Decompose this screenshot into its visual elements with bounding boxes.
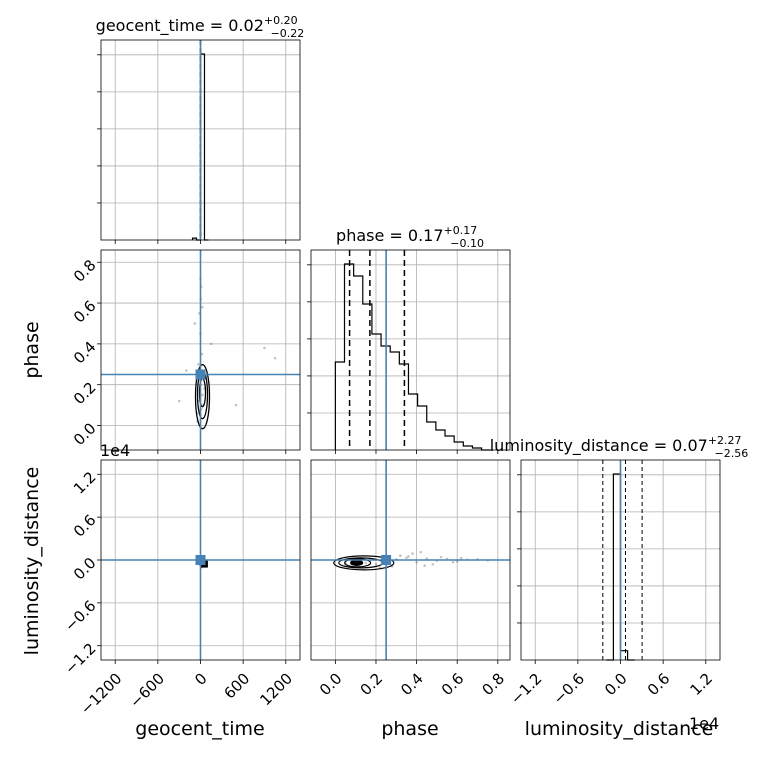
title-main: luminosity_distance = 0.07 [490,436,708,456]
title-upper-error: +2.27 [708,434,742,447]
sample-point [209,342,213,346]
sample-point [234,403,238,407]
panel-hist-geocent-time [97,39,301,244]
sample-point [419,550,422,554]
title-lower-error: −0.22 [271,27,305,40]
panel-hist-luminosity-distance [517,459,721,664]
y-tick-label: 0.0 [70,554,100,584]
sample-point [405,556,408,560]
x-tick-label: 1.2 [686,670,716,700]
title-lower-error: −0.10 [450,237,484,250]
x-tick-label: −1.2 [507,670,545,708]
y-tick-label: 0.6 [70,297,100,327]
x-tick-label: 0.6 [438,670,468,700]
title-phase: phase = 0.17+0.17 −0.10 [336,224,484,250]
sample-point [201,393,204,397]
sample-point [200,305,204,309]
y-tick-label: −0.6 [61,597,99,635]
sample-point [423,564,427,568]
title-luminosity-distance: luminosity_distance = 0.07+2.27 −2.56 [490,434,749,460]
sample-point [177,399,181,403]
y-tick-label: 1.2 [70,468,100,498]
truth-marker [195,369,206,380]
sample-point [459,556,463,560]
panel-hist-phase [307,249,511,454]
title-lower-error: −2.56 [715,447,749,460]
sample-point [184,369,188,372]
sample-point [415,560,418,564]
labels-layer: geocent_time = 0.02+0.20 −0.22 phase = 0.… [21,14,748,740]
x-tick-label: −0.6 [550,670,588,708]
x-tick-label: 600 [220,670,253,703]
sample-point [197,362,200,366]
offset-text-x-distance: 1e4 [689,714,719,733]
x-tick-label: 0 [191,670,210,689]
panel-geocent-time-vs-phase [97,249,301,454]
y-tick-label: 0.6 [70,511,100,541]
x-tick-label: 0.0 [316,670,346,700]
y-tick-label: 0.2 [70,379,100,409]
sample-point [273,356,277,360]
truth-marker [195,555,206,565]
title-main: phase = 0.17 [336,226,443,245]
sample-point [399,554,402,558]
x-tick-label: 0.6 [644,670,674,700]
xlabel-luminosity-distance: luminosity_distance [525,718,714,740]
xlabel-phase: phase [381,718,438,740]
offset-text-y-distance: 1e4 [100,441,130,460]
panel-frame [310,459,511,661]
panel-frame [310,249,511,451]
x-tick-label: −1200 [77,670,126,719]
x-tick-label: 0.2 [357,670,387,700]
y-tick-label: 0.0 [70,419,100,449]
panel-phase-vs-luminosity-distance [310,459,511,664]
title-geocent-time: geocent_time = 0.02+0.20 −0.22 [96,14,305,40]
panels-layer [97,39,721,664]
sample-point [411,552,414,555]
sample-point [193,322,197,325]
density-contour [194,364,211,430]
y-tick-label: 0.8 [70,256,100,286]
sample-point [439,555,443,559]
sample-point [451,560,455,564]
sample-point [374,562,378,566]
sample-point [364,561,368,565]
sample-point [407,555,410,558]
title-upper-error: +0.17 [444,224,478,237]
panel-geocent-time-vs-luminosity-distance [97,459,301,664]
sample-point [263,346,266,350]
density-contour [350,559,364,566]
ylabel-phase: phase [21,321,43,378]
title-upper-error: +0.20 [264,14,298,27]
hist-phase [334,263,491,451]
x-tick-label: 0.4 [397,670,427,700]
xlabel-geocent-time: geocent_time [135,718,264,740]
ylabel-luminosity-distance: luminosity_distance [21,467,43,656]
x-tick-label: 0.0 [601,670,631,700]
y-tick-label: −1.2 [61,640,99,678]
x-tick-label: 0.8 [478,670,508,700]
density-contour [344,558,372,568]
x-tick-label: 1200 [256,670,296,710]
sample-point [431,562,435,566]
title-main: geocent_time = 0.02 [96,16,264,36]
y-tick-label: 0.4 [70,338,100,368]
x-tick-label: −600 [126,670,168,712]
truth-marker [381,555,392,565]
density-contour [333,555,395,571]
